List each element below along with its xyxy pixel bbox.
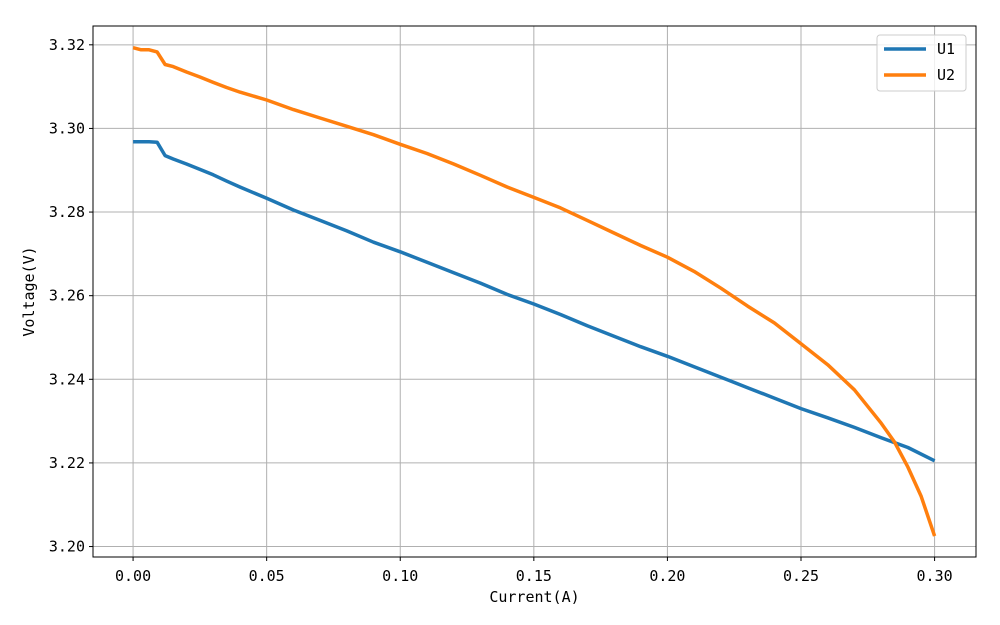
grid xyxy=(93,26,976,557)
y-tick-label: 3.24 xyxy=(49,370,85,388)
x-tick-label: 0.30 xyxy=(917,567,953,585)
legend-label-u2: U2 xyxy=(937,66,955,84)
series-line-u2 xyxy=(132,46,937,537)
axis-ticks: 0.00 0.05 0.10 0.15 0.20 0.25 0.30 3.20 3.22 3.24… xyxy=(49,36,953,585)
y-axis-label: Voltage(V) xyxy=(20,246,38,336)
legend-label-u1: U1 xyxy=(937,40,955,58)
y-tick-label: 3.20 xyxy=(49,538,85,556)
x-tick-label: 0.10 xyxy=(382,567,418,585)
x-tick-label: 0.05 xyxy=(249,567,285,585)
x-axis-label: Current(A) xyxy=(489,588,579,606)
y-tick-label: 3.28 xyxy=(49,203,85,221)
x-tick-label: 0.20 xyxy=(649,567,685,585)
y-tick-label: 3.22 xyxy=(49,454,85,472)
x-tick-label: 0.00 xyxy=(115,567,151,585)
series-lines xyxy=(132,46,937,537)
x-tick-label: 0.25 xyxy=(783,567,819,585)
plot-frame xyxy=(92,25,977,558)
y-tick-label: 3.30 xyxy=(49,119,85,137)
y-tick-label: 3.26 xyxy=(49,287,85,305)
x-tick-label: 0.15 xyxy=(516,567,552,585)
series-line-u1 xyxy=(133,140,936,463)
y-tick-label: 3.32 xyxy=(49,36,85,54)
